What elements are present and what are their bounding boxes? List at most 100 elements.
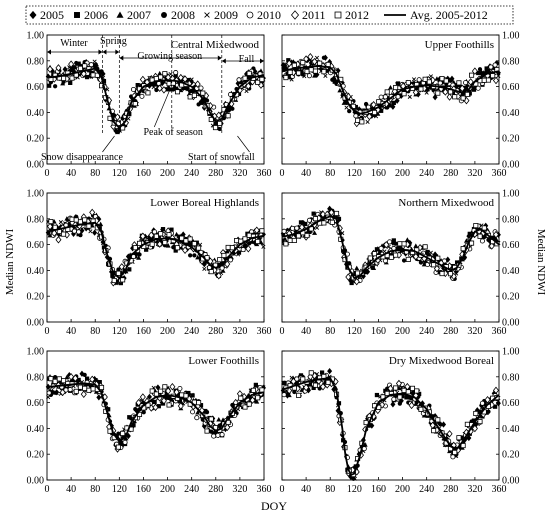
- data-point-square_open: [217, 257, 223, 263]
- data-point-square_open: [158, 74, 164, 80]
- data-point-square_open: [120, 430, 126, 436]
- data-point-square_open: [312, 68, 318, 74]
- data-point-triangle_filled: [354, 265, 360, 271]
- data-point-square_filled: [374, 392, 380, 398]
- data-point-square_open: [384, 390, 390, 396]
- data-point-square_open: [255, 238, 261, 244]
- x-tick-label: 360: [257, 326, 272, 337]
- data-point-circle_open: [281, 392, 287, 398]
- data-point-square_open: [405, 256, 411, 262]
- x-tick-label: 200: [160, 326, 175, 337]
- data-point-diamond_open: [383, 241, 390, 249]
- x-tick-label: 200: [395, 326, 410, 337]
- data-point-diamond_open: [442, 88, 449, 96]
- x-tick-label: 80: [325, 326, 335, 337]
- plot-frame: [281, 350, 500, 481]
- data-point-square_filled: [463, 85, 468, 90]
- data-point-square_open: [409, 385, 416, 391]
- panel-1: 0.00 0.20 0.40 0.60 0.80 1.00 0 40 80 120 160 200 24…: [27, 31, 272, 180]
- data-point-circle_open: [479, 238, 485, 244]
- y-tick-label: 0.40: [502, 424, 520, 435]
- x-tick-label: 160: [136, 326, 151, 337]
- data-point-diamond_open: [319, 383, 327, 391]
- arrow-head: [260, 58, 264, 64]
- x-tick-label: 160: [136, 168, 151, 179]
- arrow-head: [102, 49, 107, 55]
- data-point-cross: [92, 59, 97, 64]
- data-point-circle_open: [88, 62, 94, 68]
- data-point-square_open: [208, 269, 214, 275]
- data-point-square_open: [300, 376, 306, 382]
- data-point-square_open: [208, 116, 214, 123]
- legend: 2005 2006 2007 2008 2009 2010 2011 2012 Avg. 200…: [25, 5, 514, 25]
- data-point-square_open: [372, 251, 378, 257]
- data-point-square_open: [48, 376, 54, 382]
- data-point-diamond_open: [194, 80, 201, 88]
- data-point-diamond_open: [245, 82, 252, 90]
- data-point-square_filled: [127, 415, 132, 420]
- data-point-diamond_open: [118, 263, 125, 271]
- data-point-triangle_filled: [64, 374, 70, 380]
- data-point-square_open: [153, 391, 159, 397]
- data-point-square_open: [174, 89, 181, 95]
- data-point-square_open: [208, 416, 214, 422]
- data-point-square_open: [86, 387, 92, 393]
- x-tick-label: 360: [257, 484, 272, 495]
- x-axis-label: DOY: [261, 499, 287, 513]
- data-point-square_open: [443, 78, 449, 84]
- data-point-square_open: [287, 237, 293, 243]
- data-point-circle_open: [475, 85, 481, 91]
- data-point-square_open: [162, 384, 168, 390]
- data-point-square_open: [166, 81, 172, 87]
- data-point-square_open: [77, 384, 83, 390]
- data-point-square_filled: [173, 248, 178, 253]
- data-point-square_open: [238, 395, 244, 401]
- data-point-square_open: [283, 75, 289, 81]
- data-point-circle_open: [365, 104, 372, 110]
- x-tick-label: 40: [66, 484, 76, 495]
- data-point-square_open: [296, 392, 302, 398]
- data-point-diamond_open: [311, 57, 318, 66]
- data-point-cross: [479, 405, 484, 411]
- avg-line: [46, 67, 265, 130]
- data-point-diamond_filled: [462, 254, 468, 261]
- data-point-triangle_filled: [98, 221, 104, 227]
- data-point-diamond_filled: [495, 400, 501, 407]
- legend-label: 2011: [302, 8, 326, 22]
- x-tick-label: 160: [371, 326, 386, 337]
- data-point-triangle_filled: [333, 78, 339, 83]
- y-tick-label: 0.20: [27, 450, 45, 461]
- data-point-square_filled: [169, 227, 174, 232]
- data-point-square_open: [439, 76, 445, 82]
- data-point-circle_filled: [74, 60, 79, 66]
- y-tick-label: 0.80: [502, 214, 520, 225]
- data-point-diamond_filled: [436, 420, 442, 427]
- data-point-square_open: [304, 233, 310, 239]
- data-point-square_filled: [370, 105, 375, 111]
- data-point-square_filled: [471, 87, 477, 92]
- data-point-circle_open: [228, 257, 234, 263]
- x-tick-label: 0: [280, 168, 285, 179]
- y-tick-label: 1.00: [502, 347, 520, 358]
- data-point-square_open: [291, 62, 297, 68]
- data-point-diamond_open: [303, 383, 310, 392]
- data-point-triangle_filled: [341, 100, 347, 105]
- data-point-square_open: [132, 101, 138, 107]
- data-point-square_open: [291, 237, 297, 243]
- x-tick-label: 120: [347, 326, 362, 337]
- annotation-peak: Peak of season: [143, 127, 202, 138]
- data-point-square_open: [456, 80, 462, 86]
- data-point-diamond_open: [68, 373, 75, 381]
- data-point-square_filled: [144, 247, 149, 252]
- data-point-circle_filled: [477, 67, 483, 72]
- y-tick-label: 0.00: [502, 476, 520, 487]
- arrow-head: [221, 58, 226, 64]
- data-point-cross: [365, 119, 370, 124]
- data-point-diamond_open: [139, 232, 146, 241]
- data-point-square_open: [153, 233, 159, 239]
- data-point-square_filled: [148, 237, 153, 243]
- data-point-square_open: [296, 233, 302, 239]
- data-point-square_open: [246, 70, 252, 76]
- data-point-circle_filled: [137, 252, 142, 257]
- data-point-diamond_filled: [474, 407, 480, 414]
